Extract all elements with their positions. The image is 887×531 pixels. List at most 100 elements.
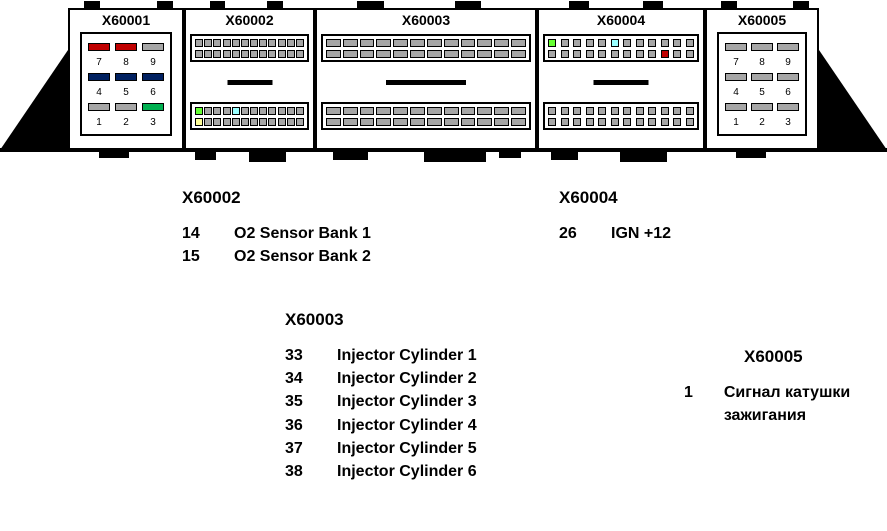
pin — [611, 39, 619, 47]
pin — [648, 118, 656, 126]
pinout-number: 38 — [285, 460, 337, 483]
connector-tab — [569, 1, 589, 10]
connector-tab — [551, 148, 578, 160]
pin — [250, 107, 258, 115]
pin — [213, 118, 221, 126]
pin — [376, 50, 391, 58]
section-title: X60005 — [744, 347, 887, 367]
connector-title: X60002 — [225, 12, 273, 28]
pin — [268, 107, 276, 115]
pin — [686, 39, 694, 47]
pin-block — [543, 102, 699, 130]
pin — [296, 118, 304, 126]
pinout-row: 26IGN +12 — [559, 222, 671, 245]
pin — [648, 107, 656, 115]
pin — [686, 107, 694, 115]
pin — [648, 50, 656, 58]
pin — [511, 39, 526, 47]
pin — [586, 107, 594, 115]
pin — [259, 118, 267, 126]
pin-number: 1 — [723, 117, 749, 128]
pin — [393, 118, 408, 126]
pin — [673, 39, 681, 47]
pin — [648, 39, 656, 47]
pin — [287, 118, 295, 126]
pin — [213, 39, 221, 47]
pin-block — [190, 34, 309, 62]
pin-number: 9 — [775, 57, 801, 68]
pin-number: 7 — [723, 57, 749, 68]
pin — [250, 50, 258, 58]
pin-block: 789456123 — [717, 32, 807, 136]
pinout-row: 37Injector Cylinder 5 — [285, 437, 477, 460]
pin — [393, 39, 408, 47]
pin — [511, 107, 526, 115]
pin — [598, 39, 606, 47]
pinout-section-X60002: X6000214O2 Sensor Bank 115O2 Sensor Bank… — [182, 188, 371, 268]
section-title: X60002 — [182, 188, 371, 208]
pin-number: 7 — [86, 57, 112, 68]
pin — [548, 39, 556, 47]
pinout-number: 34 — [285, 367, 337, 390]
center-key — [386, 80, 466, 85]
pin-number: 9 — [140, 57, 166, 68]
pin — [326, 118, 341, 126]
pin — [686, 118, 694, 126]
pin — [360, 39, 375, 47]
pin — [343, 107, 358, 115]
pin — [661, 39, 669, 47]
pin-number: 5 — [113, 87, 139, 98]
pin — [623, 118, 631, 126]
pin — [278, 39, 286, 47]
pin-number: 8 — [113, 57, 139, 68]
connector-tab — [643, 1, 663, 10]
pin — [287, 39, 295, 47]
pin — [561, 118, 569, 126]
pin — [573, 118, 581, 126]
pin-number: 8 — [749, 57, 775, 68]
pin — [376, 107, 391, 115]
pin — [494, 50, 509, 58]
pin — [204, 50, 212, 58]
pinout-number: 26 — [559, 222, 611, 245]
pin — [444, 39, 459, 47]
pin — [204, 107, 212, 115]
connector-tab — [357, 1, 384, 10]
pin — [686, 50, 694, 58]
section-title: X60003 — [285, 310, 477, 330]
pinout-number: 33 — [285, 344, 337, 367]
pin — [623, 39, 631, 47]
pin-number: 3 — [775, 117, 801, 128]
pin — [477, 50, 492, 58]
pin — [88, 73, 110, 81]
pin — [477, 118, 492, 126]
pin — [427, 107, 442, 115]
pin — [204, 39, 212, 47]
pin — [427, 118, 442, 126]
pin — [88, 103, 110, 111]
pinout-number: 15 — [182, 245, 234, 268]
pin — [444, 118, 459, 126]
connector-tab — [210, 1, 226, 10]
pin — [561, 39, 569, 47]
pinout-number: 37 — [285, 437, 337, 460]
pin — [241, 107, 249, 115]
pin — [241, 39, 249, 47]
connector-title: X60005 — [738, 12, 786, 28]
pin-number: 3 — [140, 117, 166, 128]
pin — [410, 118, 425, 126]
pin — [494, 107, 509, 115]
pin — [296, 39, 304, 47]
pin — [223, 50, 231, 58]
pinout-row: 35Injector Cylinder 3 — [285, 390, 477, 413]
pinout-desc: Injector Cylinder 4 — [337, 414, 477, 437]
pin — [278, 50, 286, 58]
pin-block — [543, 34, 699, 62]
pinout-row: 34Injector Cylinder 2 — [285, 367, 477, 390]
pinout-desc: Injector Cylinder 2 — [337, 367, 477, 390]
pin — [259, 107, 267, 115]
pin — [611, 107, 619, 115]
pinout-number: 1 — [684, 381, 724, 427]
connector-X60003: X60003 — [315, 8, 537, 150]
connector-X60005: X60005 789456123 — [705, 8, 819, 150]
